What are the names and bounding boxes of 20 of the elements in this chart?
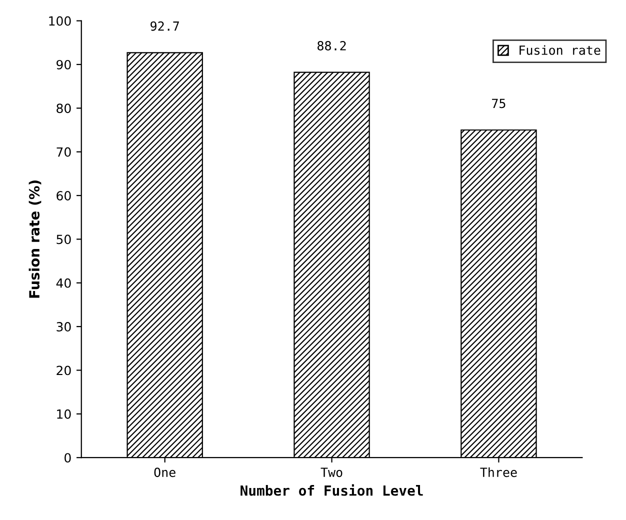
y-tick-label: 100 xyxy=(49,16,71,26)
y-tick-label: 70 xyxy=(56,147,71,157)
y-tick-label: 90 xyxy=(56,60,71,70)
x-tick-label: One xyxy=(154,468,176,478)
legend-label: Fusion rate xyxy=(520,45,600,55)
x-axis-title: Number of Fusion Level xyxy=(240,484,423,496)
x-tick-label: Three xyxy=(480,467,517,478)
y-tick-label: 60 xyxy=(56,190,71,200)
data-label: 75 xyxy=(492,98,506,108)
y-tick-label: 40 xyxy=(56,278,71,288)
y-tick-label: 30 xyxy=(56,322,71,332)
y-tick-label: 0 xyxy=(64,453,71,463)
y-tick-label: 10 xyxy=(57,409,71,419)
y-tick-label: 20 xyxy=(56,366,71,376)
y-tick-label: 50 xyxy=(56,234,71,244)
data-label: 88.2 xyxy=(318,41,346,50)
x-tick-label: Two xyxy=(320,468,342,478)
data-label: 92.7 xyxy=(150,21,179,31)
y-tick-label: 80 xyxy=(56,104,71,114)
y-axis-title: Fusion rate (%) xyxy=(28,180,42,298)
